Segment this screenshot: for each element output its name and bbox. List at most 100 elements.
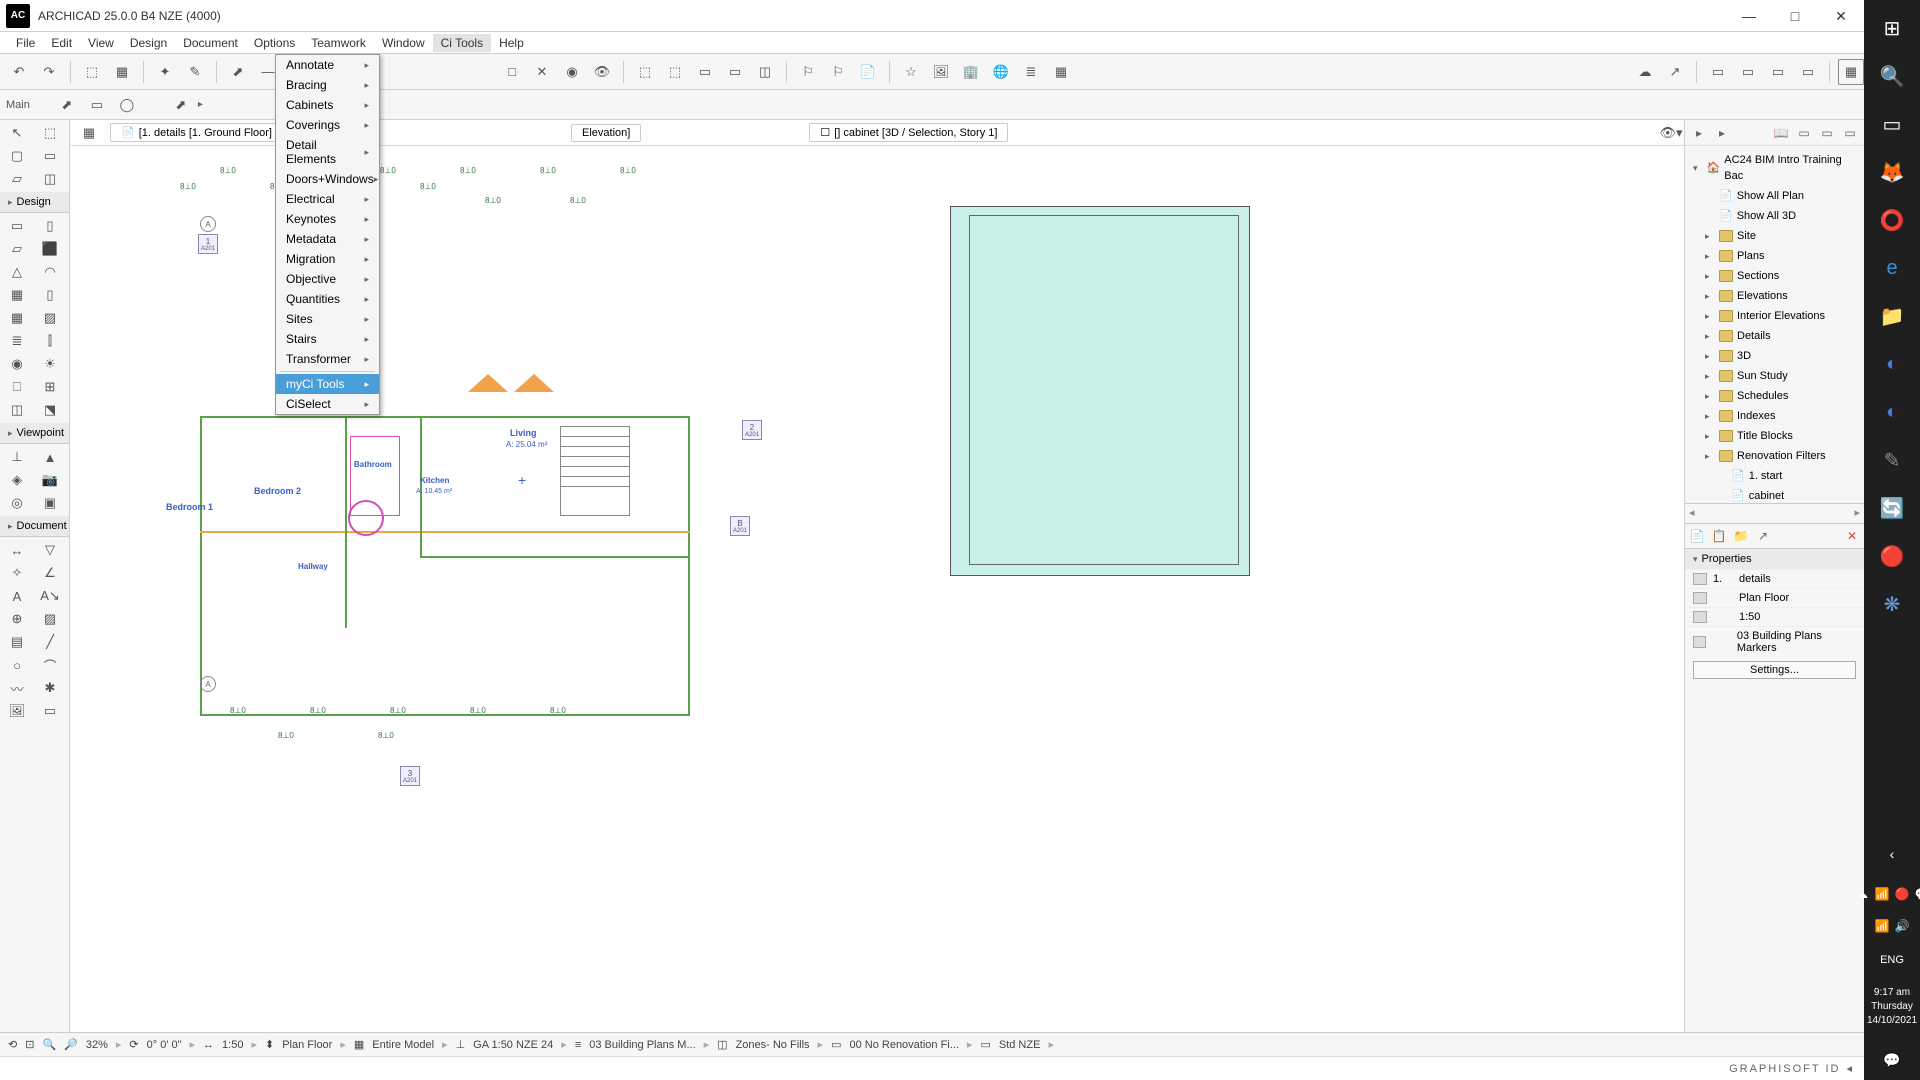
label-tool[interactable]: A↘ [35,585,65,607]
corner-tool[interactable]: ⬔ [35,399,65,421]
taskbar-app-icon[interactable]: ◐ [1872,344,1912,384]
menu-item-ciselect[interactable]: CiSelect [276,394,379,414]
taskbar-app-icon[interactable]: ✎ [1872,440,1912,480]
taskbar-app-icon[interactable]: ⊞ [1872,8,1912,48]
taskbar-app-icon[interactable]: ▭ [1872,104,1912,144]
prop-row[interactable]: 03 Building Plans Markers [1685,626,1864,657]
lamp-tool[interactable]: ☀ [35,353,65,375]
taskbar-app-icon[interactable]: 🔍 [1872,56,1912,96]
cursor-icon[interactable]: ⬈ [225,59,251,85]
scale-value[interactable]: 1:50 [222,1039,243,1051]
orient-icon[interactable]: ⟳ [129,1038,138,1051]
tool-c-icon[interactable]: ▭ [692,59,718,85]
model-value[interactable]: Entire Model [372,1039,434,1051]
hatch-tool[interactable]: ▤ [2,631,32,653]
menu-item-quantities[interactable]: Quantities [276,289,379,309]
marquee-tool[interactable]: ▦ [109,59,135,85]
floor-plan[interactable]: 8⊥0 8⊥0 8⊥0 8⊥0 8⊥0 8⊥0 8⊥0 8⊥0 8⊥0 8⊥0 … [100,156,800,946]
cabinet-3d-preview[interactable] [950,206,1250,576]
prop-row[interactable]: 1:50 [1685,607,1864,626]
doc-icon[interactable]: 📄 [855,59,881,85]
navigator-toggle[interactable]: ▦ [1838,59,1864,85]
slab-tool[interactable]: ▱ [2,238,32,260]
nav-view-icon[interactable]: ▭ [1794,123,1814,143]
menu-item-myci-tools[interactable]: myCi Tools [276,374,379,394]
std-icon[interactable]: ▭ [980,1038,990,1051]
taskbar-app-icon[interactable]: 🔴 [1872,536,1912,576]
tab-details[interactable]: 📄 [1. details [1. Ground Floor] [110,123,283,142]
spline-tool[interactable]: 〰 [2,677,32,699]
properties-header[interactable]: Properties [1685,549,1864,569]
menu-item-stairs[interactable]: Stairs [276,329,379,349]
arc-tool[interactable]: ⌒ [35,654,65,676]
trace-tool[interactable]: ▱ [2,168,32,190]
text-tool[interactable]: A [2,585,32,607]
nav-renovation-filters[interactable]: ▸Renovation Filters [1687,446,1862,466]
menu-window[interactable]: Window [374,34,433,52]
zoom-fit-icon[interactable]: ⊡ [25,1038,34,1051]
taskbar-app-icon[interactable]: ❋ [1872,584,1912,624]
nav-delete-icon[interactable]: ✕ [1842,526,1862,546]
scale-icon[interactable]: ↔ [203,1039,214,1051]
menu-edit[interactable]: Edit [43,34,80,52]
roof-tool[interactable]: △ [2,261,32,283]
nav-folder-icon[interactable]: 📁 [1731,526,1751,546]
curtain-tool[interactable]: ▦ [2,307,32,329]
nav-interior-elevations[interactable]: ▸Interior Elevations [1687,306,1862,326]
arrow-tool[interactable]: ↖ [2,122,32,144]
detail-tool[interactable]: ◎ [2,492,32,514]
nav-show-all-3d[interactable]: 📄Show All 3D [1687,206,1862,226]
line-tool[interactable]: ╱ [35,631,65,653]
tool-d-icon[interactable]: ▭ [722,59,748,85]
morph-tool[interactable]: ▨ [35,307,65,329]
nav-indexes[interactable]: ▸Indexes [1687,406,1862,426]
menu-item-migration[interactable]: Migration [276,249,379,269]
figure-tool[interactable]: 🖼 [2,700,32,722]
maximize-button[interactable]: □ [1772,0,1818,32]
view-icon[interactable]: 👁 [589,59,615,85]
brand-text[interactable]: GRAPHISOFT ID [1729,1063,1840,1075]
tab-cabinet[interactable]: ☐ [] cabinet [3D / Selection, Story 1] [809,123,1008,142]
column-tool[interactable]: ▯ [35,215,65,237]
viewpoint-header[interactable]: Viewpoint [0,423,69,444]
info-arrow-icon[interactable]: ⬈ [54,92,80,118]
circle-tool[interactable]: ○ [2,654,32,676]
dim-tool[interactable]: ↔ [2,539,32,561]
sheet-icon[interactable]: ▦ [1048,59,1074,85]
mesh-tool[interactable]: ▦ [2,284,32,306]
zone-tool[interactable]: ▯ [35,284,65,306]
tool-e-icon[interactable]: ◫ [752,59,778,85]
undo-button[interactable]: ↶ [6,59,32,85]
rect-tool[interactable]: ▭ [35,145,65,167]
nav-copy-icon[interactable]: 📋 [1709,526,1729,546]
fill-tool[interactable]: ▨ [35,608,65,630]
tab-view-icon[interactable]: 👁▾ [1658,120,1684,146]
wall-tool[interactable]: ▭ [2,215,32,237]
tool-a-icon[interactable]: ⬚ [632,59,658,85]
nav-plans[interactable]: ▸Plans [1687,246,1862,266]
door-tool[interactable]: ⎕ [2,376,32,398]
level-tool[interactable]: ▽ [35,539,65,561]
nav-arrow-icon[interactable]: ▸ [1712,123,1732,143]
star-icon[interactable]: ☆ [898,59,924,85]
nav-title-blocks[interactable]: ▸Title Blocks [1687,426,1862,446]
taskbar-app-icon[interactable]: 🔄 [1872,488,1912,528]
panel3-icon[interactable]: ▭ [1765,59,1791,85]
plans-value[interactable]: 03 Building Plans M... [589,1039,695,1051]
menu-item-coverings[interactable]: Coverings [276,115,379,135]
panel2-icon[interactable]: ▭ [1735,59,1761,85]
nav-project-icon[interactable]: ▸ [1689,123,1709,143]
interior-tool[interactable]: ◈ [2,469,32,491]
taskbar-app-icon[interactable]: 📁 [1872,296,1912,336]
suspend-icon[interactable]: ✕ [529,59,555,85]
panel1-icon[interactable]: ▭ [1705,59,1731,85]
worksheet-tool[interactable]: ▣ [35,492,65,514]
zoom-minus-icon[interactable]: 🔍 [42,1038,56,1051]
menu-item-objective[interactable]: Objective [276,269,379,289]
select-tool[interactable]: ⬚ [79,59,105,85]
nav-site[interactable]: ▸Site [1687,226,1862,246]
magic-wand-icon[interactable]: ✦ [152,59,178,85]
nav-item-cabinet[interactable]: 📄cabinet [1687,486,1862,503]
nav-up-icon[interactable]: ↗ [1753,526,1773,546]
menu-options[interactable]: Options [246,34,303,52]
